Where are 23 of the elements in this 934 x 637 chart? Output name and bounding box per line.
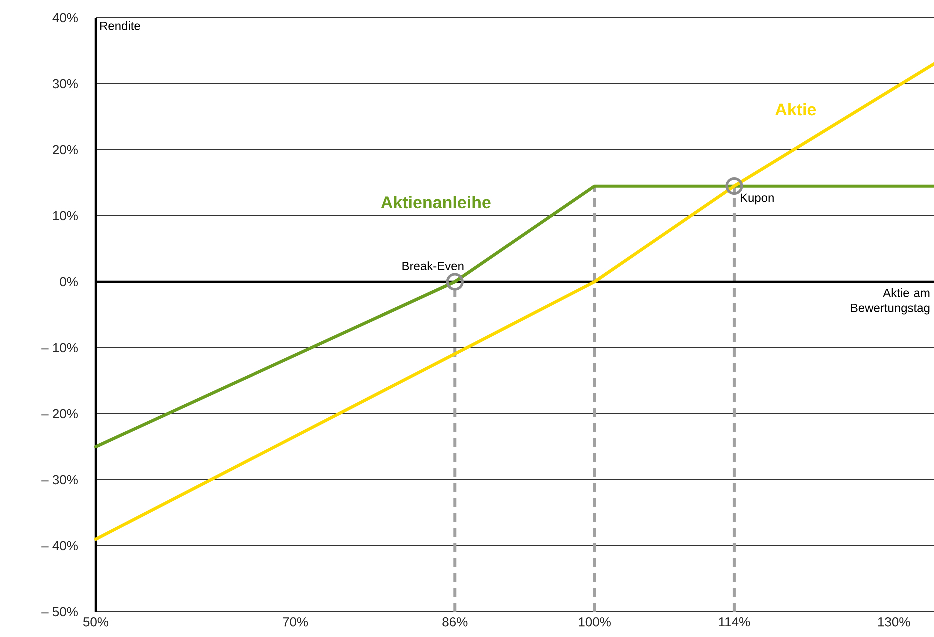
x-tick-label: 100% [579, 618, 611, 627]
y-tick-label: 30% [52, 79, 78, 89]
y-tick-label: – 50% [42, 607, 78, 617]
x-tick-label: 70% [283, 618, 308, 627]
text: Aktienanleihe [381, 196, 491, 209]
y-tick-label: – 20% [42, 409, 78, 419]
x-tick-label: 114% [719, 618, 750, 627]
line-series [94, 62, 934, 541]
y-tick-label: 20% [53, 145, 78, 155]
annotation: Break-Even [402, 262, 464, 270]
x-tick-label: 50% [84, 618, 109, 627]
x-axis-title: Aktie am Bewertungstag [851, 288, 930, 315]
y-tick-label: – 40% [42, 541, 78, 551]
y-tick-label: – 10% [42, 343, 78, 353]
series-label: Aktie [776, 103, 816, 116]
x-tick-label: 86% [442, 618, 468, 627]
y-tick-label: 0% [60, 277, 78, 287]
y-tick-label: 40% [52, 13, 78, 23]
y-axis-title: Rendite [100, 22, 140, 30]
x-tick-label: 130% [878, 618, 910, 627]
y-tick-label: 10% [53, 211, 78, 221]
y-tick-label: – 30% [42, 475, 78, 485]
annotation: Kupon [740, 194, 774, 205]
